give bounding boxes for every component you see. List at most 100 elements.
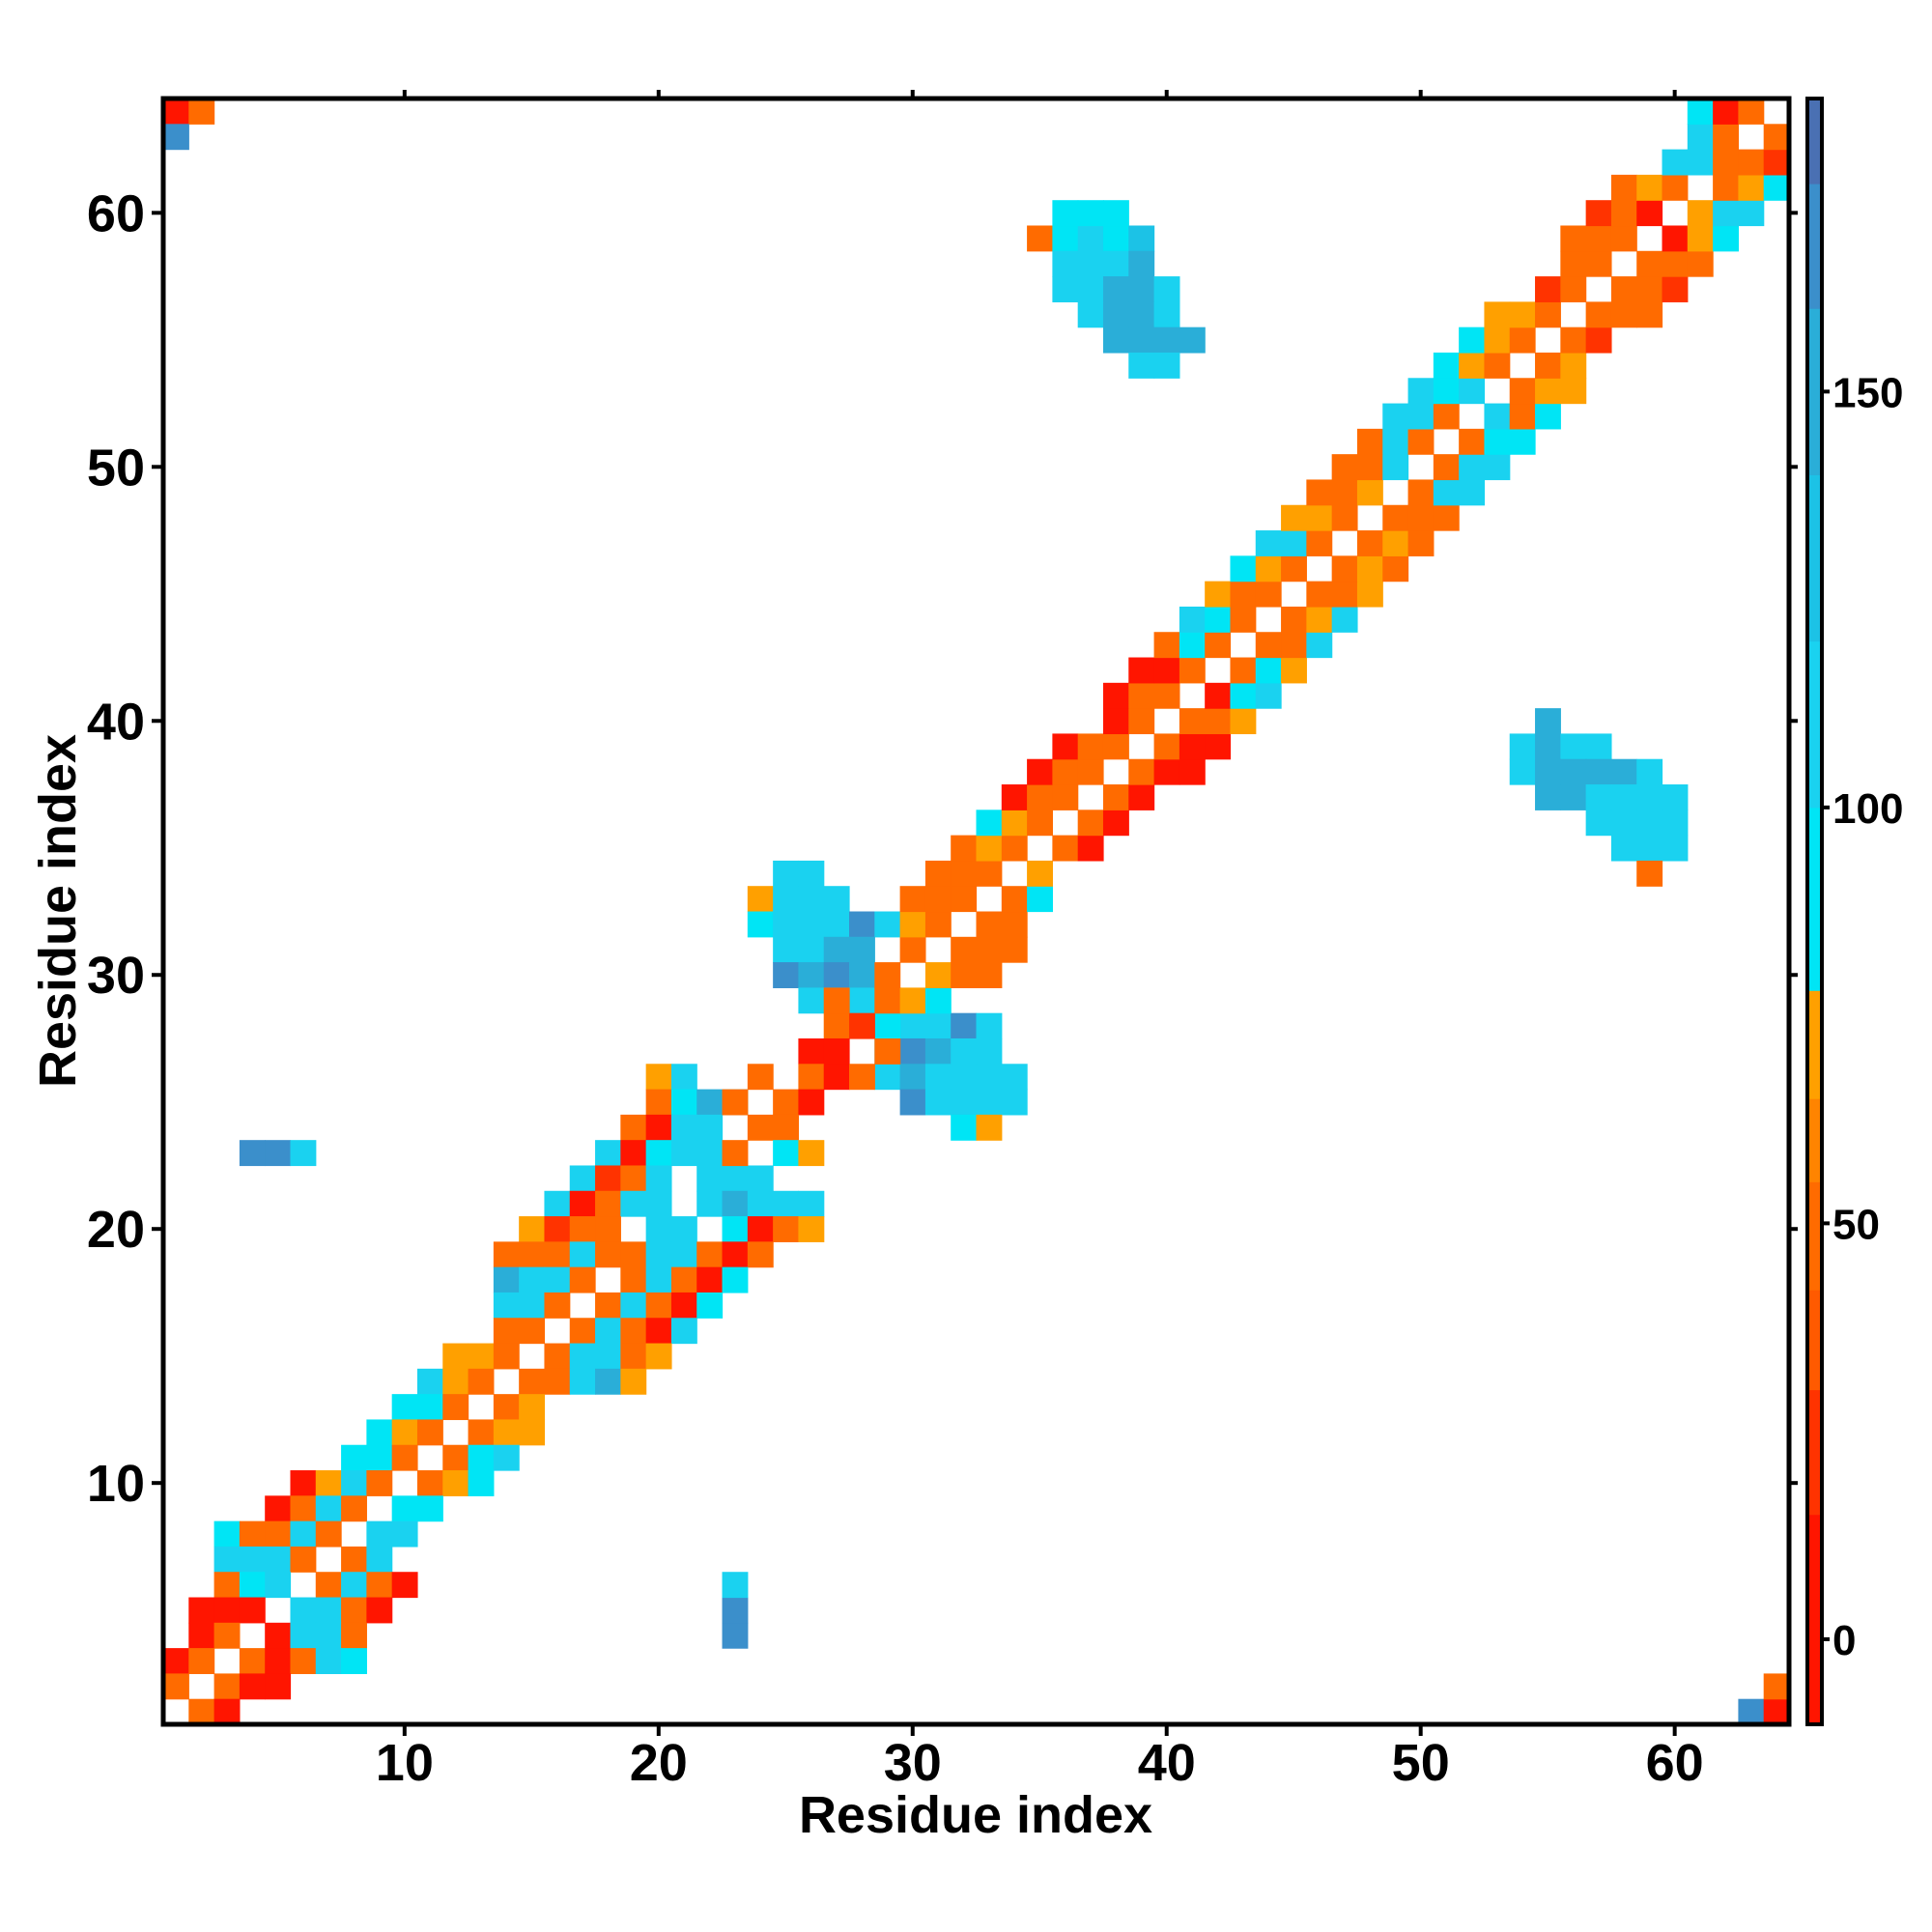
heatmap-cell (1001, 911, 1028, 938)
heatmap-cell (620, 1343, 647, 1370)
heatmap-cell (468, 1444, 495, 1471)
heatmap-cell (1179, 657, 1206, 684)
heatmap-cell (1179, 733, 1206, 760)
heatmap-cell (595, 1216, 621, 1242)
heatmap-cell (1306, 530, 1333, 556)
colorbar-segment (1809, 1514, 1820, 1723)
y-tick-label: 50 (87, 439, 145, 497)
heatmap-cell (1306, 479, 1333, 506)
heatmap-cell (519, 1216, 546, 1242)
heatmap-cell (239, 1572, 266, 1599)
heatmap-cell (773, 1190, 800, 1217)
heatmap-cell (645, 1089, 672, 1116)
heatmap-cell (1356, 555, 1383, 582)
y-axis-title: Residue index (29, 734, 87, 1088)
heatmap-cell (924, 886, 952, 913)
heatmap-cell (823, 1012, 850, 1039)
heatmap-cell (976, 860, 1003, 887)
heatmap-cell (315, 1470, 342, 1496)
colorbar-segment (1809, 640, 1820, 809)
y-tick-label: 20 (87, 1201, 145, 1259)
heatmap-cell (290, 1470, 317, 1496)
heatmap-cell (849, 1064, 875, 1091)
heatmap-cell (1610, 835, 1637, 862)
heatmap-cell (1052, 225, 1079, 252)
heatmap-cell (265, 1622, 292, 1649)
heatmap-cell (442, 1368, 469, 1395)
heatmap-cell (1713, 174, 1740, 201)
heatmap-cell (1205, 606, 1232, 633)
heatmap-cell (874, 911, 901, 938)
heatmap-cell (1407, 504, 1435, 531)
heatmap-cell (1560, 276, 1587, 302)
heatmap-cell (976, 1064, 1003, 1091)
x-tick-label: 40 (1138, 1734, 1196, 1792)
heatmap-cell (1153, 276, 1180, 302)
heatmap-cell (849, 962, 875, 988)
heatmap-cell (1052, 758, 1079, 785)
heatmap-cell (874, 1012, 901, 1039)
heatmap-cell (1281, 530, 1307, 556)
heatmap-cell (722, 1622, 749, 1649)
heatmap-cell (163, 1673, 189, 1700)
heatmap-cell (595, 1190, 621, 1217)
heatmap-cell (213, 1673, 241, 1700)
heatmap-cell (1001, 784, 1028, 810)
heatmap-cell (696, 1114, 724, 1141)
heatmap-cell (391, 1394, 418, 1421)
heatmap-cell (1382, 454, 1409, 481)
heatmap-cell (1102, 276, 1129, 302)
heatmap-cell (391, 1572, 418, 1599)
heatmap-cell (1205, 733, 1232, 760)
heatmap-cell (1459, 454, 1486, 481)
heatmap-cell (1738, 149, 1765, 176)
heatmap-cell (1585, 784, 1612, 810)
heatmap-cell (315, 1520, 342, 1548)
heatmap-cell (493, 1292, 520, 1319)
heatmap-cell (620, 1318, 647, 1345)
x-tick-label: 60 (1646, 1734, 1704, 1792)
y-tick-label: 30 (87, 947, 145, 1005)
heatmap-cell (341, 1444, 367, 1471)
heatmap-cell (1535, 784, 1561, 810)
heatmap-cell (1610, 174, 1637, 201)
heatmap-cell (1281, 555, 1307, 582)
heatmap-cell (1205, 682, 1232, 709)
heatmap-cell (1179, 758, 1206, 785)
heatmap-cell (1560, 733, 1587, 760)
heatmap-cell (1560, 378, 1587, 405)
colorbar-tick-label: 0 (1833, 1617, 1856, 1664)
heatmap-cell (1306, 606, 1333, 633)
heatmap-cell (1128, 758, 1155, 785)
heatmap-cell (645, 1140, 672, 1167)
heatmap-cell (544, 1190, 571, 1217)
colorbar-segment (1809, 100, 1820, 185)
heatmap-cell (849, 911, 875, 938)
heatmap-cell (670, 1216, 697, 1242)
heatmap-cell (747, 1165, 774, 1192)
heatmap-cell (1509, 428, 1536, 455)
heatmap-cell (1255, 581, 1282, 608)
heatmap-cell (645, 1190, 672, 1217)
heatmap-cell (1230, 682, 1257, 709)
heatmap-cell (493, 1444, 520, 1471)
heatmap-cell (1356, 530, 1383, 556)
heatmap-cell (1255, 657, 1282, 684)
heatmap-cell (1610, 810, 1637, 837)
heatmap-cell (442, 1343, 469, 1370)
heatmap-cell (976, 835, 1003, 862)
heatmap-cell (1738, 200, 1765, 227)
heatmap-cell (1407, 479, 1435, 506)
heatmap-cell (696, 1292, 724, 1319)
colorbar-segment (1809, 308, 1820, 475)
heatmap-cell (1535, 276, 1561, 302)
heatmap-cell (823, 962, 850, 988)
heatmap-cell (696, 1165, 724, 1192)
heatmap-cell (341, 1470, 367, 1496)
heatmap-cell (544, 1241, 571, 1268)
heatmap-cell (722, 1190, 749, 1217)
heatmap-cell (773, 1089, 800, 1116)
heatmap-cell (1128, 225, 1155, 252)
heatmap-cell (620, 1266, 647, 1293)
heatmap-cell (1001, 886, 1028, 913)
